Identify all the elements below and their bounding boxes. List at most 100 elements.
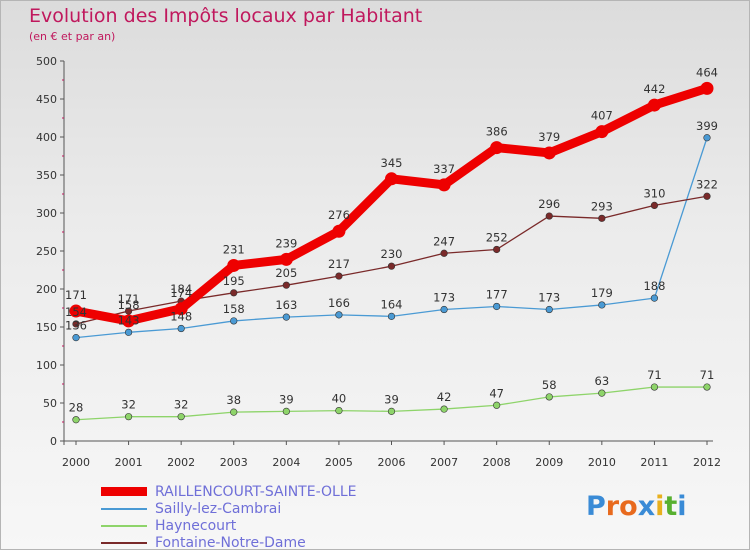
data-label: 188 — [643, 279, 665, 293]
data-point — [440, 405, 448, 413]
data-point — [545, 305, 553, 314]
logo-letter: P — [586, 491, 606, 522]
y-tick-label: 200 — [36, 283, 57, 296]
data-point — [387, 407, 396, 415]
data-label: 171 — [118, 292, 140, 306]
x-tick-label: 2000 — [62, 456, 90, 469]
data-label: 154 — [65, 305, 87, 319]
y-tick-label: 300 — [36, 207, 57, 220]
data-point — [335, 407, 343, 415]
data-point — [124, 328, 133, 336]
data-label: 158 — [118, 298, 140, 312]
data-label: 63 — [595, 374, 610, 388]
data-label: 247 — [433, 234, 455, 248]
data-label: 177 — [486, 287, 508, 301]
data-point — [282, 407, 290, 415]
data-point — [493, 401, 501, 409]
data-label: 379 — [538, 130, 560, 144]
data-label: 205 — [275, 266, 297, 280]
data-label: 40 — [332, 392, 347, 406]
legend-label: Fontaine-Notre-Dame — [155, 534, 306, 550]
x-tick-label: 2003 — [220, 456, 248, 469]
data-point — [545, 393, 553, 401]
data-point — [440, 305, 448, 314]
x-tick-label: 2012 — [693, 456, 721, 469]
data-point — [385, 172, 398, 186]
logo-letter: t — [664, 491, 678, 522]
data-label: 38 — [226, 393, 241, 407]
data-point — [595, 125, 609, 139]
data-label: 399 — [696, 119, 718, 133]
data-point — [650, 201, 659, 209]
y-tick-label: 450 — [36, 93, 57, 106]
data-point — [332, 224, 346, 238]
legend-item: Fontaine-Notre-Dame — [101, 534, 356, 550]
data-label: 32 — [121, 398, 136, 412]
data-label: 136 — [65, 319, 87, 333]
data-label: 179 — [591, 286, 613, 300]
data-point — [230, 317, 238, 325]
proxiti-logo: Proxiti — [586, 491, 687, 522]
data-label: 442 — [643, 82, 665, 96]
data-point — [227, 258, 241, 272]
legend-item: Sailly-lez-Cambrai — [101, 500, 356, 517]
data-label: 148 — [170, 310, 192, 324]
data-label: 310 — [643, 186, 665, 200]
data-label: 293 — [591, 199, 613, 213]
legend-swatch — [101, 487, 147, 496]
logo-letter: i — [655, 491, 665, 522]
data-point — [279, 252, 293, 266]
y-tick-label: 400 — [36, 131, 57, 144]
data-point — [387, 262, 396, 270]
data-point — [124, 307, 133, 315]
data-point — [72, 416, 80, 424]
chart-title: Evolution des Impôts locaux par Habitant — [29, 5, 423, 27]
x-tick-label: 2008 — [483, 456, 511, 469]
data-label: 407 — [591, 109, 613, 123]
chart-subtitle: (en € et par an) — [29, 30, 116, 43]
data-point — [440, 249, 448, 257]
data-label: 163 — [275, 298, 297, 312]
data-point — [174, 302, 188, 316]
legend: RAILLENCOURT-SAINTE-OLLE Sailly-lez-Cambr… — [101, 483, 356, 550]
data-label: 345 — [381, 156, 403, 170]
data-point — [72, 320, 80, 328]
data-point — [650, 383, 659, 391]
data-point — [335, 272, 343, 280]
data-point — [177, 413, 185, 421]
x-tick-label: 2002 — [167, 456, 195, 469]
data-point — [647, 98, 661, 112]
data-point — [598, 214, 606, 222]
data-label: 143 — [118, 313, 140, 327]
data-label: 231 — [223, 242, 245, 256]
legend-swatch — [101, 507, 147, 510]
data-label: 252 — [486, 230, 508, 244]
y-tick-label: 250 — [36, 245, 57, 258]
x-tick-label: 2004 — [272, 456, 300, 469]
data-label: 158 — [223, 302, 245, 316]
data-label: 171 — [65, 288, 87, 302]
data-point — [124, 413, 133, 421]
logo-letter: r — [605, 491, 620, 522]
data-label: 174 — [170, 286, 192, 300]
y-tick-label: 500 — [36, 55, 57, 68]
x-tick-label: 2011 — [640, 456, 668, 469]
data-label: 184 — [170, 282, 192, 296]
data-label: 464 — [696, 65, 718, 79]
data-label: 239 — [275, 236, 297, 250]
legend-swatch — [101, 524, 147, 527]
data-label: 195 — [223, 274, 245, 288]
data-label: 39 — [279, 392, 294, 406]
y-tick-label: 50 — [43, 397, 57, 410]
y-tick-label: 100 — [36, 359, 57, 372]
x-tick-label: 2009 — [535, 456, 563, 469]
data-label: 173 — [433, 291, 455, 305]
data-label: 166 — [328, 296, 350, 310]
data-point — [493, 245, 501, 254]
data-point — [598, 389, 606, 397]
data-label: 164 — [381, 297, 403, 311]
x-tick-label: 2010 — [588, 456, 616, 469]
data-label: 276 — [328, 208, 350, 222]
